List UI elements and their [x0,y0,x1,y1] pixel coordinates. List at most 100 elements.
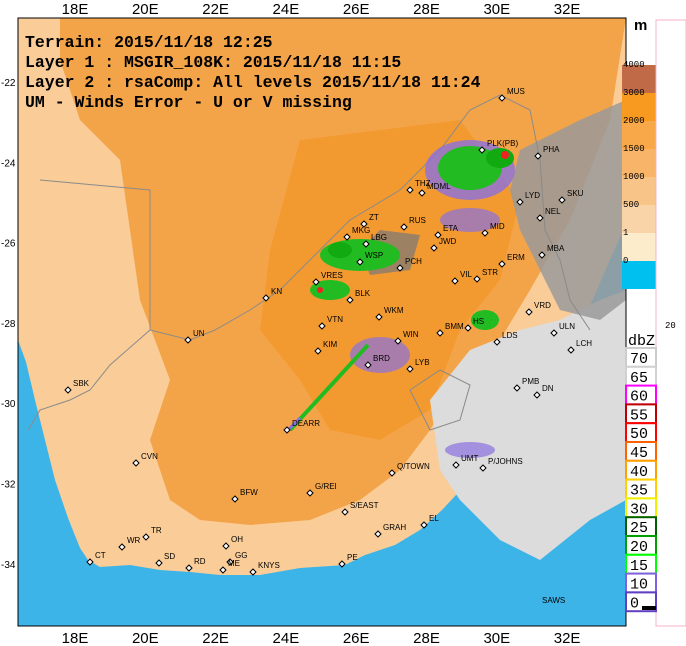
reflectivity-label: 25 [630,520,648,537]
station-label: PLK(PB) [487,139,518,148]
latitude-label: -32 [1,480,16,491]
station-marker [262,294,270,302]
station-marker [388,469,396,477]
station-label: WSP [365,251,383,260]
station-label: WIN [403,330,419,339]
station-marker [394,337,402,345]
station-marker [362,240,370,248]
station-label: P/JOHNS [488,457,523,466]
station-label: PHA [543,145,560,154]
station-marker [498,94,506,102]
station-label: VRES [321,271,343,280]
reflectivity-swatch [642,606,656,610]
longitude-label: 20E [132,1,159,18]
longitude-label: 22E [202,1,229,18]
header-line: Terrain: 2015/11/18 12:25 [25,33,273,52]
longitude-label: 26E [343,630,370,646]
credit: SAWS [542,596,565,605]
station-label: MKG [352,226,370,235]
height-label: 2000 [623,116,645,126]
legends: m400030002000150010005001020dbZ706560555… [622,17,686,627]
station-marker [219,566,227,574]
station-label: KN [271,287,282,296]
station-label: BRD [373,354,390,363]
station-label: VRD [534,301,551,310]
longitude-label: 32E [554,1,581,18]
station-label: WR [127,536,141,545]
station-marker [184,336,192,344]
station-label: SBK [73,379,90,388]
station-marker [312,278,320,286]
station-label: LYD [525,191,540,200]
map-area [18,18,626,626]
station-marker [374,530,382,538]
reflectivity-label: 55 [630,407,648,424]
station-marker [314,347,322,355]
station-marker [513,384,521,392]
station-label: GRAH [383,523,406,532]
side-label: 20 [665,321,676,331]
station-label: PMB [522,377,539,386]
station-label: ME [228,559,240,568]
height-label: 3000 [623,88,645,98]
height-swatch [622,205,656,233]
reflectivity-label: 15 [630,558,648,575]
station-marker [478,146,486,154]
station-marker [86,558,94,566]
station-label: OH [231,535,243,544]
reflectivity-label: 45 [630,445,648,462]
station-label: ETA [443,224,459,233]
station-marker [360,220,368,228]
latitude-label: -28 [1,319,16,330]
longitude-label: 22E [202,630,229,646]
station-marker [418,189,426,197]
radar-echoes [284,140,515,458]
height-label: 0 [623,256,628,266]
station-marker [132,459,140,467]
station-marker [406,365,414,373]
station-marker [525,308,533,316]
station-label: NEL [545,207,561,216]
latitude-label: -34 [1,560,16,571]
station-marker [222,542,230,550]
station-label: GG [235,551,247,560]
cloud-east [430,290,626,560]
longitude-label: 28E [413,1,440,18]
latitude-label: -30 [1,399,16,410]
longitude-label: 20E [132,630,159,646]
station-marker [346,296,354,304]
reflectivity-label: 60 [630,389,648,406]
station-marker [536,214,544,222]
station-label: VTN [327,315,343,324]
station-label: WKM [384,306,404,315]
longitude-label: 32E [554,630,581,646]
station-label: ULN [559,322,575,331]
station-label: DEARR [292,419,320,428]
height-swatch [622,149,656,177]
legend-frame [655,19,686,627]
station-label: MBA [547,244,565,253]
station-label: SD [164,552,175,561]
height-swatch [622,177,656,205]
height-swatch [622,65,656,93]
reflectivity-label: 30 [630,501,648,518]
station-marker [436,329,444,337]
longitude-label: 24E [273,630,300,646]
reflectivity-unit: dbZ [628,333,655,350]
station-marker [375,313,383,321]
longitude-label: 18E [62,1,89,18]
reflectivity-label: 10 [630,577,648,594]
station-marker [118,543,126,551]
station-marker [356,258,364,266]
station-marker [406,186,414,194]
latitude-label: -26 [1,239,16,250]
height-label: 4000 [623,60,645,70]
header-line: Layer 2 : rsaComp: All levels 2015/11/18… [25,73,481,92]
station-label: EL [429,514,439,523]
longitude-label: 28E [413,630,440,646]
station-label: BMM [445,322,464,331]
height-swatch [622,261,656,289]
station-label: PCH [405,257,422,266]
height-label: 1500 [623,144,645,154]
